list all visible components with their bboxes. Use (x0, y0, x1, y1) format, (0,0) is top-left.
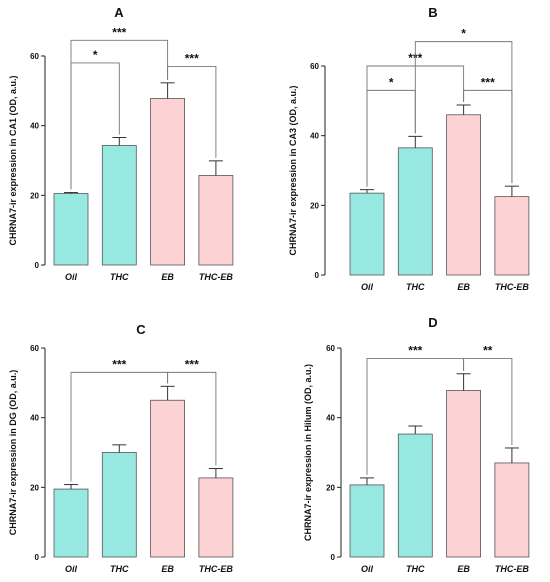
panel-a: A 0 20 40 60 CHRNA7-ir expression in CA1 (OD,… (8, 5, 233, 282)
bar (397, 433, 433, 558)
category-label: THC (110, 564, 129, 574)
bar (53, 193, 89, 266)
bar (101, 452, 137, 558)
y-tick-label: 60 (30, 344, 39, 353)
significance-bracket (463, 358, 513, 445)
category-label: Oil (361, 564, 374, 574)
category-label: EB (457, 282, 470, 292)
category-label: THC (406, 282, 425, 292)
bar (349, 484, 385, 558)
y-tick-label: 0 (315, 271, 320, 280)
significance-label: *** (112, 357, 126, 371)
y-tick-label: 40 (30, 414, 39, 423)
significance-bracket (167, 371, 217, 466)
panel-letter: D (428, 315, 437, 330)
bar (446, 390, 482, 558)
bar (494, 196, 530, 276)
y-tick-label: 0 (35, 553, 40, 562)
category-label: THC-EB (495, 564, 529, 574)
y-tick-label: 0 (331, 553, 336, 562)
y-tick-label: 40 (310, 132, 319, 141)
panel-letter: C (136, 322, 146, 337)
significance-label: *** (185, 51, 199, 65)
significance-bracket (70, 39, 169, 190)
category-label: EB (161, 564, 174, 574)
bar (446, 114, 482, 276)
y-tick-label: 60 (326, 344, 335, 353)
bar (397, 147, 433, 276)
significance-label: ** (483, 343, 493, 357)
category-label: THC-EB (495, 282, 529, 292)
category-label: THC (110, 272, 129, 282)
category-label: EB (161, 272, 174, 282)
y-tick-label: 60 (310, 62, 319, 71)
significance-label: *** (112, 25, 126, 39)
category-label: Oil (65, 564, 78, 574)
y-tick-label: 20 (30, 483, 39, 492)
y-tick-label: 40 (326, 414, 335, 423)
y-tick-label: 40 (30, 122, 39, 131)
y-tick-label: 20 (30, 191, 39, 200)
y-tick-label: 20 (326, 483, 335, 492)
significance-label: *** (481, 75, 495, 89)
y-axis-label: CHRNA7-ir expression in CA1 (OD, a.u.) (8, 75, 18, 245)
y-tick-label: 20 (310, 201, 319, 210)
significance-label: *** (408, 343, 422, 357)
significance-bracket (167, 65, 217, 158)
category-label: THC-EB (199, 564, 233, 574)
significance-label: * (389, 75, 394, 89)
bar (349, 192, 385, 276)
panel-letter: A (114, 5, 124, 20)
bar (150, 98, 186, 266)
category-label: Oil (361, 282, 374, 292)
significance-label: * (93, 48, 98, 62)
significance-bracket (414, 41, 513, 184)
category-label: Oil (65, 272, 78, 282)
y-axis-label: CHRNA7-ir expression in Hilum (OD, a.u.) (303, 364, 313, 541)
category-label: THC-EB (199, 272, 233, 282)
y-tick-label: 0 (35, 261, 40, 270)
bar (198, 477, 234, 558)
significance-label: * (461, 27, 466, 41)
panel-c: C 0 20 40 60 CHRNA7-ir expression in DG (OD, … (8, 322, 233, 574)
significance-label: *** (185, 357, 199, 371)
bar (494, 462, 530, 558)
y-axis-label: CHRNA7-ir expression in DG (OD, a.u.) (8, 370, 18, 536)
panel-letter: B (428, 5, 437, 20)
y-tick-label: 60 (30, 52, 39, 61)
category-label: EB (457, 564, 470, 574)
bar (53, 488, 89, 558)
panel-d: D 0 20 40 60 CHRNA7-ir expression in Hilum (O… (303, 315, 529, 574)
bar (150, 399, 186, 558)
y-axis-label: CHRNA7-ir expression in CA3 (OD, a.u.) (288, 85, 298, 255)
bar (198, 175, 234, 266)
category-label: THC (406, 564, 425, 574)
panel-b: B 0 20 40 60 CHRNA7-ir expression in CA3 (OD,… (288, 5, 529, 292)
bar (101, 145, 137, 266)
